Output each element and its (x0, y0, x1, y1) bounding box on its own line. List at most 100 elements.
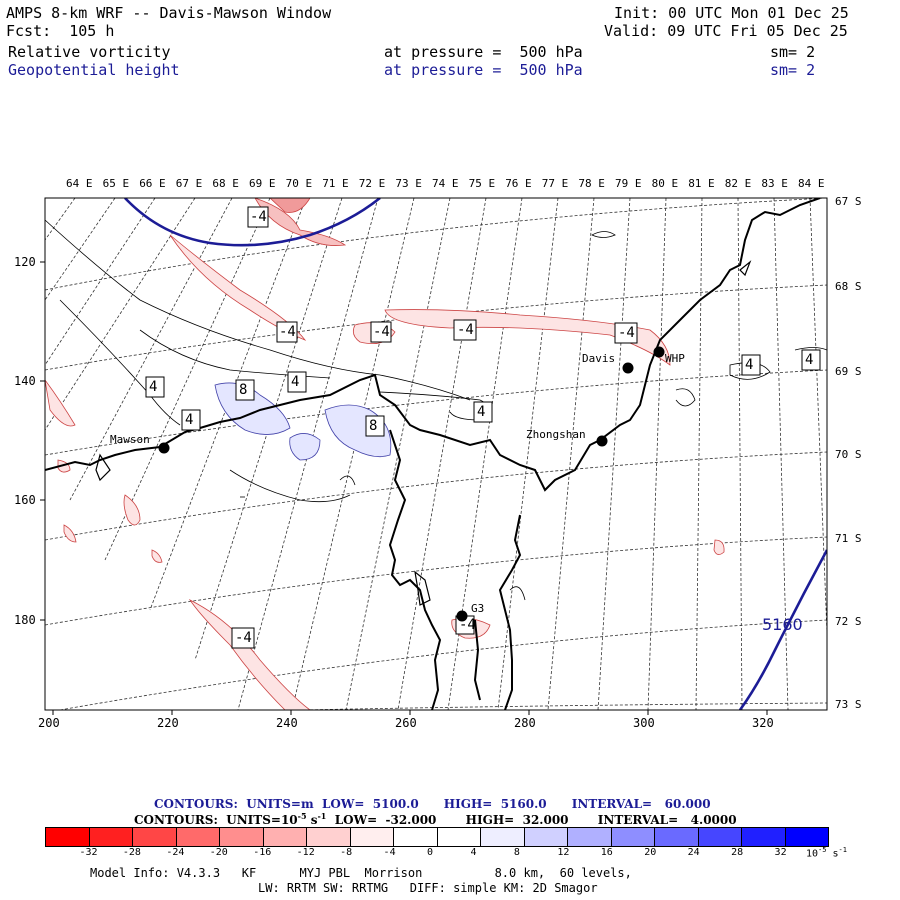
x-tick-label: 260 (395, 716, 417, 730)
contour-label: -4 (235, 630, 252, 646)
longitude-label: 64 E (66, 177, 93, 190)
colorbar-swatch (611, 828, 655, 846)
contours-height-line: CONTOURS: UNITS=m LOW= 5100.0 HIGH= 5160… (154, 797, 711, 811)
field2-level: at pressure = 500 hPa (384, 61, 583, 79)
colorbar-tick-label: 0 (427, 847, 434, 858)
colorbar-tick-label: -12 (296, 847, 315, 858)
y-tick-label: 140 (14, 374, 36, 388)
x-tick-label: 320 (752, 716, 774, 730)
longitude-label: 68 E (212, 177, 239, 190)
colorbar-swatch (742, 828, 786, 846)
longitude-label: 65 E (102, 177, 130, 190)
longitude-label: 77 E (541, 177, 569, 190)
colorbar-swatch (394, 828, 438, 846)
colorbar-swatch (655, 828, 699, 846)
longitude-label: 72 E (358, 177, 386, 190)
height-contour-label: 5160 (762, 615, 803, 634)
x-tick-label: 240 (276, 716, 298, 730)
coastline (45, 198, 821, 710)
longitude-label: 84 E (798, 177, 825, 190)
colorbar-tick-label: 20 (644, 847, 657, 858)
x-tick-label: 280 (514, 716, 536, 730)
longitude-label: 79 E (615, 177, 642, 190)
colorbar-swatch (481, 828, 525, 846)
longitude-label: 67 E (175, 177, 203, 190)
field1-smooth: sm= 2 (770, 43, 816, 61)
colorbar-swatch (263, 828, 307, 846)
contour-label: 4 (185, 412, 194, 428)
x-tick-label: 220 (157, 716, 179, 730)
latitude-label: 73 S (835, 698, 862, 711)
colorbar-tick-label: -16 (253, 847, 272, 858)
colorbar (45, 827, 829, 847)
contour-label: -4 (279, 324, 296, 340)
contour-label: 4 (477, 404, 486, 420)
field2-smooth: sm= 2 (770, 61, 816, 79)
colorbar-tick-label: 4 (470, 847, 477, 858)
latitude-label: 71 S (835, 532, 862, 545)
init-time: Init: 00 UTC Mon 01 Dec 25 (614, 4, 849, 22)
y-tick-label: 180 (14, 613, 36, 627)
field2-name: Geopotential height (8, 61, 180, 79)
latitude-label: 68 S (835, 280, 862, 293)
contour-label: 4 (149, 379, 158, 395)
colorbar-tick-label: 8 (513, 847, 520, 858)
y-tick-label: 160 (14, 493, 36, 507)
station-label-whp: WHP (665, 352, 685, 365)
x-tick-label: 300 (633, 716, 655, 730)
colorbar-swatch (350, 828, 394, 846)
longitude-label: 81 E (688, 177, 715, 190)
contour-label: 4 (745, 357, 754, 373)
vorticity-contours (45, 219, 827, 601)
longitude-label: 73 E (395, 177, 422, 190)
colorbar-unit: 10-5 s-1 (806, 846, 847, 860)
station-label-mawson: Mawson (110, 433, 150, 446)
longitude-label: 75 E (468, 177, 496, 190)
longitude-label: 70 E (285, 177, 313, 190)
colorbar-swatch (46, 828, 90, 846)
colorbar-swatch (176, 828, 220, 846)
contour-label: 8 (239, 382, 248, 398)
longitude-label: 66 E (139, 177, 166, 190)
longitude-label: 69 E (249, 177, 276, 190)
map-frame (44, 197, 828, 711)
colorbar-swatch (220, 828, 264, 846)
longitude-label: 71 E (322, 177, 349, 190)
longitude-label: 74 E (432, 177, 459, 190)
colorbar-tick-label: 16 (600, 847, 613, 858)
colorbar-tick-label: 28 (731, 847, 744, 858)
contour-label-boxes (145, 206, 821, 649)
contour-label: 4 (805, 352, 814, 368)
colorbar-tick-label: -4 (383, 847, 396, 858)
station-label-zhongshan: Zhongshan (526, 428, 586, 441)
station-markers (158, 346, 665, 622)
colorbar-tick-label: 12 (557, 847, 570, 858)
contour-label: 8 (369, 418, 378, 434)
colorbar-swatch (133, 828, 177, 846)
colorbar-tick-label: -32 (79, 847, 98, 858)
colorbar-swatch (785, 828, 828, 846)
colorbar-swatch (89, 828, 133, 846)
colorbar-swatch (698, 828, 742, 846)
colorbar-tick-label: -28 (122, 847, 141, 858)
y-tick-label: 120 (14, 255, 36, 269)
contour-label: -4 (459, 617, 476, 633)
colorbar-swatch (568, 828, 612, 846)
longitude-label: 80 E (651, 177, 679, 190)
geopotential-contours (124, 198, 827, 710)
model-info-physics: LW: RRTM SW: RRTMG DIFF: simple KM: 2D S… (258, 881, 598, 895)
contour-label: 4 (291, 374, 300, 390)
contour-label: -4 (457, 322, 474, 338)
field1-name: Relative vorticity (8, 43, 171, 61)
colorbar-tick-label: -20 (209, 847, 228, 858)
latitude-label: 72 S (835, 615, 862, 628)
colorbar-tick-label: -8 (340, 847, 353, 858)
contour-label: -4 (250, 209, 267, 225)
longitude-label: 82 E (724, 177, 752, 190)
model-info: Model Info: V4.3.3 KF MYJ PBL Morrison 8… (90, 866, 632, 880)
longitude-label: 83 E (761, 177, 788, 190)
colorbar-tick-label: 24 (687, 847, 700, 858)
colorbar-tick-label: -24 (166, 847, 185, 858)
forecast-hour: Fcst: 105 h (6, 22, 115, 40)
